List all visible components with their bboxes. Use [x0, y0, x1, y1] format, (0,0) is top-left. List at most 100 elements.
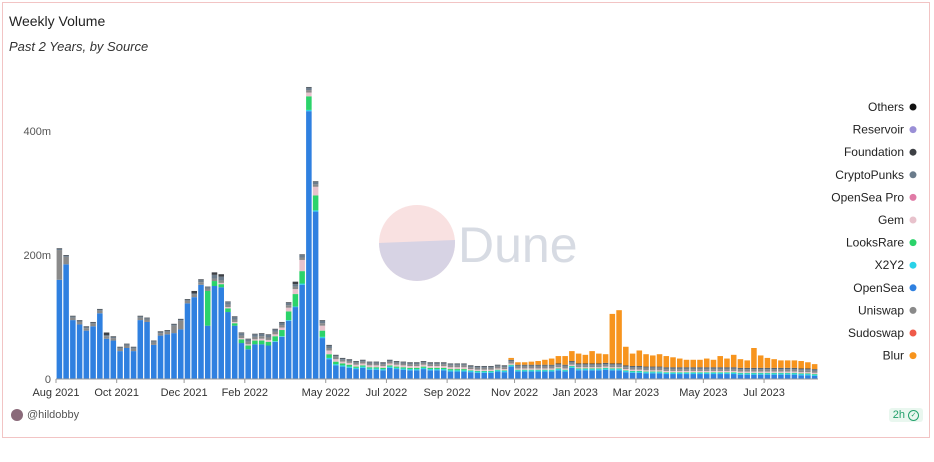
bar-segment	[805, 362, 811, 369]
bar-segment	[730, 370, 737, 373]
bar-segment	[400, 362, 407, 364]
bar-segment	[602, 367, 609, 369]
bar-segment	[467, 365, 474, 368]
bar-segment	[103, 332, 110, 335]
bar-segment	[83, 326, 90, 327]
bar-segment	[778, 372, 784, 374]
legend-label: Gem	[878, 213, 904, 227]
bar-segment	[333, 359, 339, 362]
bar-segment	[238, 333, 245, 336]
legend-item[interactable]: Sudoswap	[848, 326, 917, 340]
bar-segment	[737, 374, 744, 379]
bar-segment	[420, 367, 427, 370]
bar-segment	[589, 367, 595, 369]
bar-segment	[184, 303, 191, 379]
bar-segment	[670, 357, 676, 368]
legend-item[interactable]: Gem	[878, 213, 917, 227]
bar-segment	[265, 339, 272, 342]
bar-segment	[798, 361, 804, 369]
bar-segment	[272, 331, 278, 335]
bar-segment	[285, 307, 292, 312]
bar-segment	[616, 367, 622, 369]
bar-segment	[427, 362, 434, 363]
bar-segment	[151, 340, 157, 342]
bar-segment	[656, 354, 663, 367]
legend-label: X2Y2	[875, 258, 905, 272]
bar-segment	[717, 356, 723, 368]
bar-segment	[656, 366, 663, 368]
bar-segment	[171, 325, 177, 334]
bar-segment	[360, 361, 366, 364]
bar-segment	[461, 363, 467, 365]
x-tick-label: Oct 2021	[94, 387, 139, 399]
legend-item[interactable]: OpenSea	[853, 281, 917, 295]
x-tick-label: Jan 2023	[553, 387, 598, 399]
bar-segment	[589, 370, 595, 379]
bar-segment	[434, 364, 440, 366]
legend-label: OpenSea	[853, 281, 904, 295]
bar-segment	[413, 367, 420, 370]
bar-segment	[663, 372, 670, 373]
legend-item[interactable]: Reservoir	[853, 123, 917, 137]
bar-segment	[737, 367, 744, 369]
bar-segment	[461, 365, 467, 368]
x-tick-label: Mar 2023	[613, 387, 659, 399]
legend-item[interactable]: Blur	[883, 349, 917, 363]
legend-item[interactable]: LooksRare	[846, 236, 917, 250]
author-credit[interactable]: @hildobby	[11, 409, 79, 421]
legend-item[interactable]: Foundation	[844, 145, 917, 159]
bar-segment	[764, 369, 771, 372]
bar-segment	[663, 356, 670, 368]
bars	[56, 86, 818, 379]
bar-segment	[676, 358, 683, 368]
bar-segment	[164, 330, 171, 331]
bar-segment	[724, 370, 730, 373]
bar-segment	[420, 361, 427, 363]
bar-segment	[811, 369, 818, 370]
bar-segment	[70, 315, 76, 317]
bar-segment	[440, 362, 447, 365]
bar-segment	[778, 374, 784, 379]
bar-segment	[164, 334, 171, 379]
bar-segment	[198, 279, 204, 280]
bar-segment	[245, 344, 251, 346]
bar-segment	[171, 333, 177, 379]
bar-segment	[555, 364, 562, 366]
bar-segment	[387, 360, 393, 362]
bar-segment	[373, 369, 380, 379]
bar-segment	[670, 372, 676, 375]
bar-segment	[225, 301, 231, 303]
bar-segment	[124, 343, 130, 345]
bar-segment	[811, 375, 818, 379]
bar-segment	[508, 365, 514, 367]
bar-segment	[312, 181, 319, 182]
legend-item[interactable]: OpenSea Pro	[831, 190, 917, 204]
bar-segment	[710, 367, 717, 368]
bar-segment	[252, 336, 258, 340]
legend-item[interactable]: Uniswap	[858, 303, 917, 317]
bar-segment	[400, 368, 407, 370]
bar-segment	[703, 367, 710, 370]
bar-segment	[710, 372, 717, 373]
bar-segment	[542, 368, 548, 370]
legend-item[interactable]: CryptoPunks	[835, 168, 917, 182]
bar-segment	[413, 365, 420, 368]
bar-segment	[616, 365, 622, 368]
bar-segment	[312, 181, 319, 185]
bar-segment	[198, 282, 204, 285]
legend-item[interactable]: Others	[868, 100, 917, 114]
bar-segment	[784, 367, 791, 369]
bar-segment	[784, 369, 791, 372]
bar-segment	[515, 368, 521, 370]
bar-segment	[151, 344, 157, 379]
bar-segment	[238, 335, 245, 339]
bar-segment	[461, 369, 467, 371]
bar-segment	[683, 359, 690, 368]
refresh-badge[interactable]: 2h ✓	[888, 408, 923, 422]
bar-segment	[373, 362, 380, 364]
bar-segment	[447, 365, 454, 368]
bar-segment	[798, 370, 804, 373]
bar-segment	[616, 364, 622, 366]
legend-item[interactable]: X2Y2	[875, 258, 917, 272]
